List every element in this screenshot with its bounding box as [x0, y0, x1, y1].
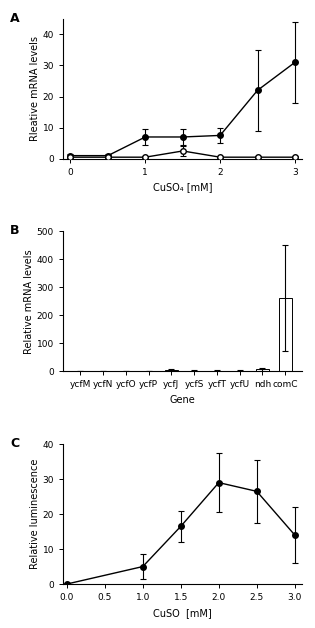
Bar: [279, 298, 291, 371]
Text: A: A: [10, 12, 20, 25]
Y-axis label: Relative luminescence: Relative luminescence: [30, 459, 40, 569]
Y-axis label: Relative mRNA levels: Relative mRNA levels: [24, 249, 34, 354]
X-axis label: Gene: Gene: [170, 395, 196, 405]
Text: B: B: [10, 224, 20, 237]
Bar: [256, 369, 269, 371]
Y-axis label: Rleative mRNA levels: Rleative mRNA levels: [30, 36, 40, 141]
X-axis label: CuSO₄ [mM]: CuSO₄ [mM]: [153, 182, 212, 192]
X-axis label: CuSO  [mM]: CuSO [mM]: [153, 608, 212, 617]
Bar: [165, 370, 178, 371]
Text: C: C: [10, 437, 20, 450]
